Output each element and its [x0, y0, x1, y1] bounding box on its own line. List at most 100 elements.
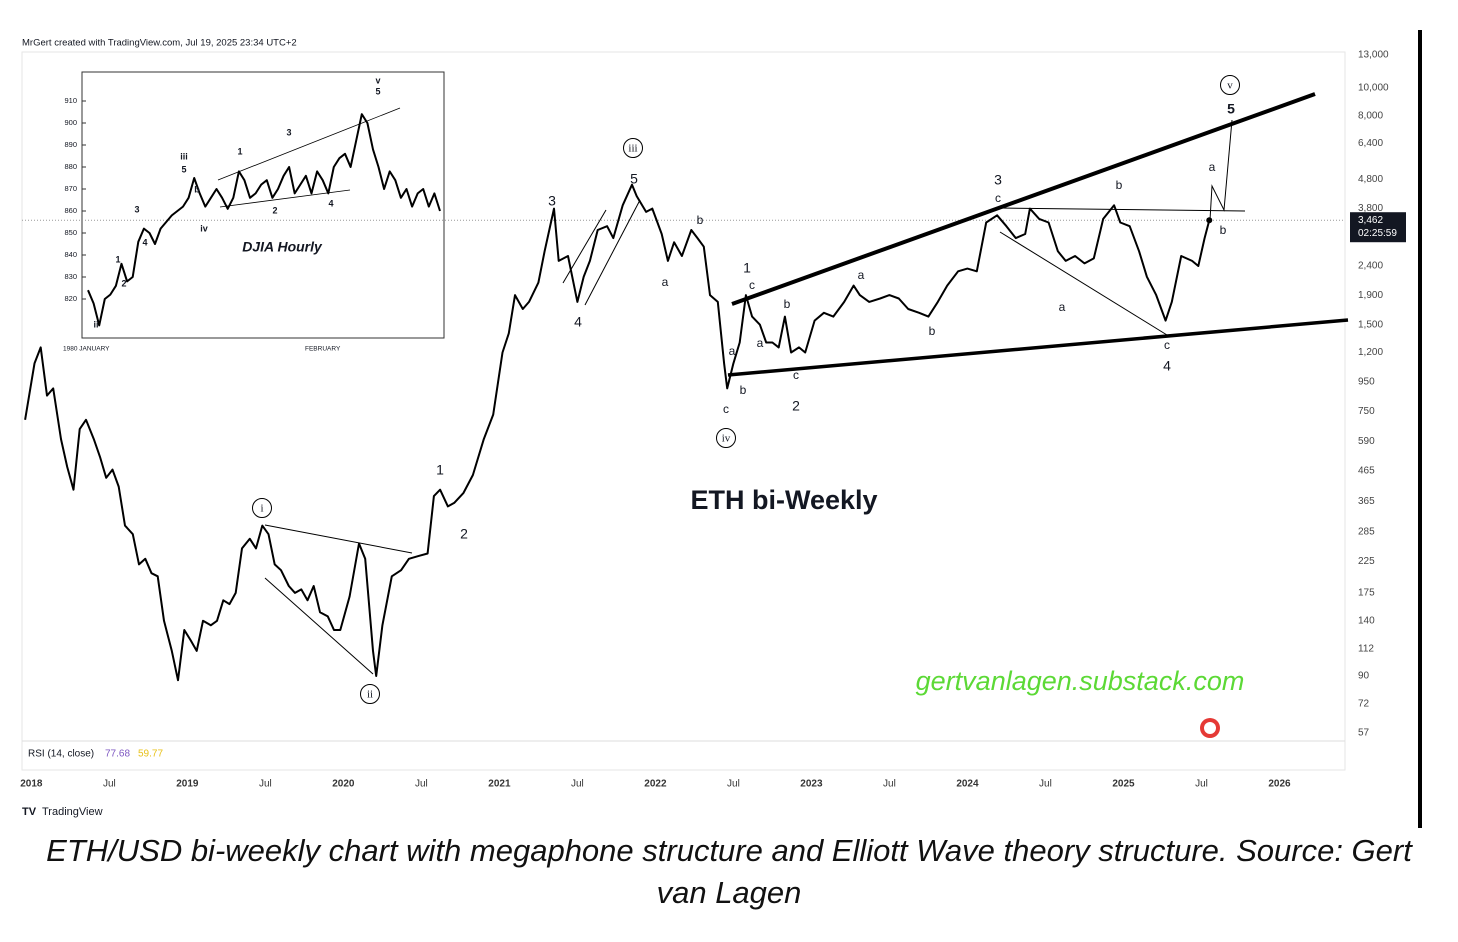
- wave-label: 1: [436, 462, 444, 478]
- inset-wave-label: iv: [200, 223, 208, 233]
- brand-logo: TV: [22, 806, 37, 818]
- inset-trend-line: [219, 189, 351, 208]
- inset-y-tick-label: 880: [64, 162, 77, 171]
- wave-label: a: [729, 344, 736, 358]
- inset-x-label: 1980 JANUARY: [63, 346, 110, 353]
- x-tick-label: Jul: [1039, 779, 1052, 790]
- inset-wave-label: 2: [272, 205, 277, 215]
- wave-label: b: [697, 213, 704, 227]
- x-tick-label: Jul: [571, 779, 584, 790]
- y-tick-label: 4,800: [1358, 174, 1383, 185]
- wave-label: b: [784, 297, 791, 311]
- inset-y-tick-label: 850: [64, 228, 77, 237]
- y-tick-label: 2,400: [1358, 261, 1383, 272]
- inset-wave-label: 1: [237, 146, 242, 156]
- flag-icon: [1204, 722, 1216, 734]
- inset-wave-label: b: [194, 184, 200, 194]
- inset-frame: [81, 71, 445, 339]
- wave-label: a: [858, 268, 865, 282]
- wave-label: b: [1220, 223, 1227, 237]
- wave-circle: [1220, 75, 1240, 95]
- wave-label: 4: [1163, 358, 1171, 374]
- wave-circle: [623, 138, 643, 158]
- y-tick-label: 175: [1358, 588, 1375, 599]
- wave-label: 5: [1227, 101, 1235, 117]
- plot-frame: [21, 51, 1346, 771]
- trend-line: [731, 92, 1316, 306]
- attribution: MrGert created with TradingView.com, Jul…: [22, 38, 297, 49]
- wave-label: c: [1164, 338, 1170, 352]
- wave-circle: [716, 428, 736, 448]
- inset-wave-label: v: [375, 75, 380, 85]
- y-tick-label: 950: [1358, 376, 1375, 387]
- x-tick-label: Jul: [727, 779, 740, 790]
- wave-label: 3: [994, 172, 1002, 188]
- wave-label: 5: [630, 171, 638, 187]
- inset-wave-label: ii: [93, 319, 98, 329]
- x-tick-label: 2023: [800, 779, 823, 790]
- wave-label-circled: ii: [367, 689, 373, 701]
- y-tick-label: 750: [1358, 406, 1375, 417]
- wave-label-circled: v: [1227, 80, 1233, 92]
- wave-label: c: [793, 368, 799, 382]
- chart-title: ETH bi-Weekly: [690, 485, 877, 515]
- watermark: gertvanlagen.substack.com: [916, 666, 1245, 696]
- y-tick-label: 140: [1358, 615, 1375, 626]
- wave-label: 2: [460, 526, 468, 542]
- trend-line: [584, 199, 641, 306]
- inset-wave-label: 3: [134, 204, 139, 214]
- trend-line: [264, 577, 374, 675]
- wave-label: b: [929, 324, 936, 338]
- inset-wave-label: 5: [181, 164, 186, 174]
- wave-label: c: [723, 402, 729, 416]
- wave-label: b: [1116, 178, 1123, 192]
- rsi-label: RSI (14, close): [28, 749, 94, 760]
- y-tick-label: 285: [1358, 527, 1375, 538]
- inset-y-tick-label: 910: [64, 96, 77, 105]
- inset-title: DJIA Hourly: [242, 239, 323, 255]
- y-tick-label: 6,400: [1358, 138, 1383, 149]
- y-tick-label: 365: [1358, 496, 1375, 507]
- x-tick-label: 2018: [20, 779, 43, 790]
- inset-y-tick-label: 840: [64, 250, 77, 259]
- wave-label: b: [740, 383, 747, 397]
- chart: MrGert created with TradingView.com, Jul…: [20, 38, 1406, 818]
- inset-wave-label: 4: [142, 237, 147, 247]
- inset-y-tick-label: 860: [64, 206, 77, 215]
- y-tick-label: 13,000: [1358, 50, 1389, 61]
- inset-x-label: FEBRUARY: [305, 346, 341, 353]
- y-tick-label: 10,000: [1358, 82, 1389, 93]
- wave-label: a: [1059, 300, 1066, 314]
- wave-label: 4: [574, 314, 582, 330]
- x-tick-label: Jul: [259, 779, 272, 790]
- x-tick-label: 2026: [1268, 779, 1291, 790]
- wave-label: c: [749, 278, 755, 292]
- y-tick-label: 465: [1358, 466, 1375, 477]
- wave-label: 1: [743, 260, 751, 276]
- y-tick-label: 112: [1358, 643, 1374, 654]
- y-tick-label: 225: [1358, 556, 1375, 567]
- rsi-value: 59.77: [138, 749, 163, 760]
- x-tick-label: 2024: [956, 779, 979, 790]
- inset-y-tick-label: 830: [64, 272, 77, 281]
- inset-wave-label: 1: [115, 254, 120, 264]
- inset-trend-line: [217, 107, 401, 181]
- inset-y-tick-label: 820: [64, 294, 77, 303]
- trend-line: [727, 318, 1349, 377]
- x-tick-label: Jul: [415, 779, 428, 790]
- wave-label: a: [757, 336, 764, 350]
- y-tick-label: 1,900: [1358, 290, 1383, 301]
- last-point: [1206, 217, 1213, 224]
- brand: TradingView: [42, 806, 103, 818]
- inset-y-tick-label: 870: [64, 184, 77, 193]
- price-badge-label: 3,462: [1358, 215, 1383, 226]
- wave-label: 2: [792, 398, 800, 414]
- inset-wave-label: 5: [375, 86, 380, 96]
- trend-line: [1209, 119, 1233, 221]
- inset-wave-label: 4: [328, 198, 333, 208]
- x-tick-label: Jul: [883, 779, 896, 790]
- y-tick-label: 72: [1358, 698, 1370, 709]
- inset-wave-label: 3: [286, 127, 291, 137]
- wave-label-circled: iii: [628, 143, 637, 155]
